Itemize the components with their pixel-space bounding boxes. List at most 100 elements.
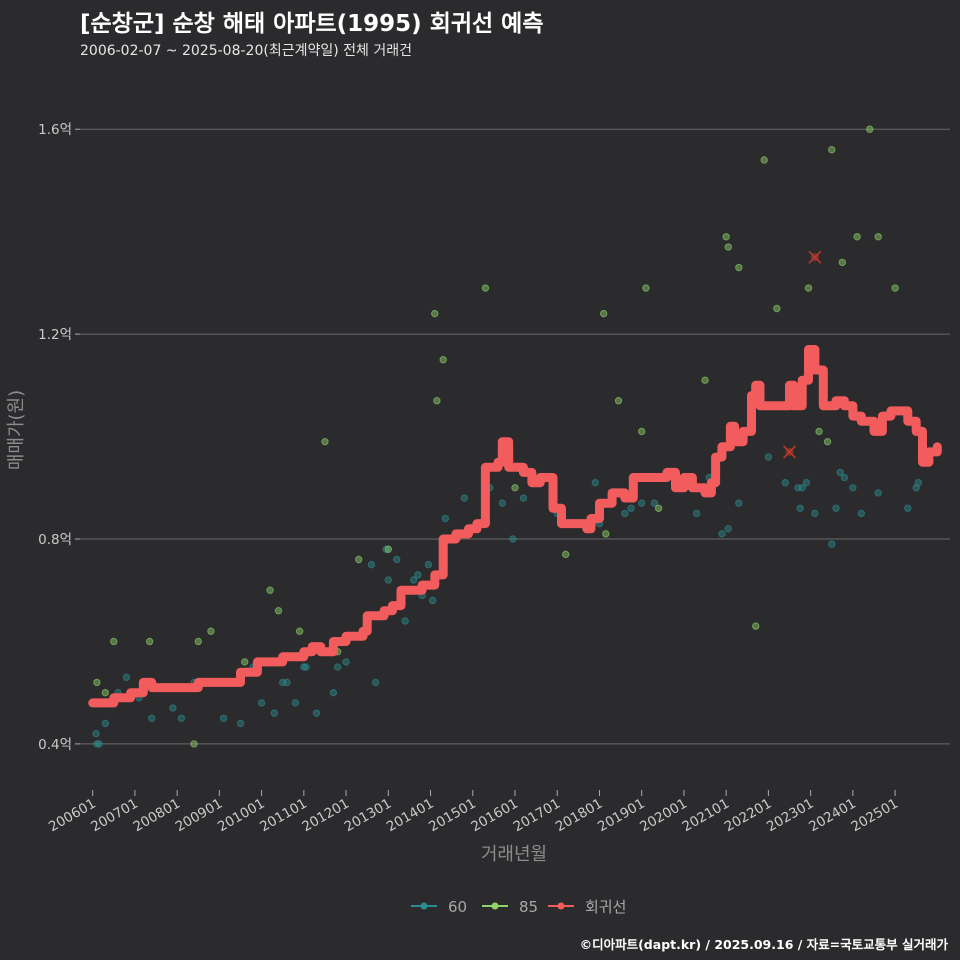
x-tick-label: 200601 xyxy=(46,796,99,836)
data-point-85 xyxy=(838,258,847,267)
legend-label: 85 xyxy=(519,898,538,916)
data-point-85 xyxy=(614,397,623,405)
data-point-85 xyxy=(853,233,861,241)
data-point-85 xyxy=(724,243,732,251)
x-tick-label: 200701 xyxy=(88,796,141,836)
data-point-85 xyxy=(722,233,730,241)
data-point-85 xyxy=(701,376,709,384)
data-point-60 xyxy=(857,509,866,518)
data-point-85 xyxy=(433,397,441,405)
source-caption: ©디아파트(dapt.kr) / 2025.09.16 / 자료=국토교통부 실… xyxy=(579,937,948,952)
data-point-60 xyxy=(735,499,743,507)
data-point-60 xyxy=(384,576,393,584)
regression-line xyxy=(88,345,942,708)
data-point-60 xyxy=(401,617,409,625)
data-point-60 xyxy=(257,699,266,707)
y-tick-label: 1.6억 xyxy=(38,122,72,138)
data-point-60 xyxy=(498,499,507,507)
data-point-85 xyxy=(599,309,608,318)
data-point-60 xyxy=(93,740,101,748)
x-tick-label: 201201 xyxy=(299,796,352,836)
data-point-85 xyxy=(752,622,760,630)
data-point-85 xyxy=(481,284,490,292)
data-point-85 xyxy=(101,688,110,697)
x-tick-label: 201701 xyxy=(511,796,564,836)
data-point-85 xyxy=(266,586,274,594)
data-point-85 xyxy=(384,545,393,553)
data-point-60 xyxy=(101,719,110,728)
x-tick-label: 202201 xyxy=(722,796,775,836)
data-point-60 xyxy=(692,509,701,518)
chart-title: [순창군] 순창 해태 아파트(1995) 회귀선 예측 xyxy=(80,11,544,37)
y-tick-label: 0.4억 xyxy=(38,737,72,753)
data-point-60 xyxy=(836,468,844,477)
data-point-85 xyxy=(891,284,899,292)
legend-swatch-dot xyxy=(420,902,428,910)
data-point-85 xyxy=(735,263,743,272)
outlier-cross-icon xyxy=(782,445,797,459)
data-point-60 xyxy=(764,453,773,461)
data-point-60 xyxy=(371,678,380,687)
data-point-60 xyxy=(270,709,278,717)
x-axis-ticks: 2006012007012008012009012010012011012012… xyxy=(46,790,901,835)
data-point-85 xyxy=(654,504,663,512)
data-point-85 xyxy=(773,304,781,313)
data-point-85 xyxy=(190,740,198,748)
data-point-60 xyxy=(509,535,517,543)
data-point-60 xyxy=(302,663,310,671)
data-point-85 xyxy=(815,427,823,436)
data-point-60 xyxy=(283,678,291,687)
outlier-markers xyxy=(782,250,822,459)
x-tick-label: 201101 xyxy=(257,796,310,836)
legend-label: 회귀선 xyxy=(585,898,626,916)
data-point-85 xyxy=(760,156,768,164)
data-point-60 xyxy=(621,509,629,518)
y-axis-title: 매매가(원) xyxy=(6,390,27,470)
legend-swatch-dot xyxy=(557,902,565,910)
legend-item-회귀선: 회귀선 xyxy=(548,898,626,916)
data-point-60 xyxy=(798,484,806,492)
data-point-60 xyxy=(291,699,300,707)
data-point-60 xyxy=(460,494,469,502)
data-point-60 xyxy=(428,596,437,605)
data-point-85 xyxy=(823,437,832,446)
data-point-85 xyxy=(561,550,570,559)
data-point-60 xyxy=(169,704,177,712)
data-point-60 xyxy=(627,504,635,512)
data-point-85 xyxy=(295,627,304,635)
x-tick-label: 201501 xyxy=(426,796,479,836)
data-point-85 xyxy=(431,309,439,318)
data-point-85 xyxy=(321,437,329,446)
data-point-85 xyxy=(145,637,154,646)
legend: 60 85 회귀선 xyxy=(411,898,626,916)
data-point-60 xyxy=(148,714,156,722)
data-point-85 xyxy=(207,627,215,635)
data-point-60 xyxy=(300,663,308,671)
y-tick-label: 0.8억 xyxy=(38,532,72,548)
legend-item-85: 85 xyxy=(482,898,538,916)
x-tick-label: 202001 xyxy=(637,796,690,836)
data-point-60 xyxy=(367,560,376,569)
data-point-85 xyxy=(194,637,202,646)
data-point-60 xyxy=(177,714,186,722)
x-tick-label: 201901 xyxy=(595,796,648,836)
data-point-85 xyxy=(637,427,646,436)
data-point-60 xyxy=(122,673,131,682)
scatter-points xyxy=(92,125,923,748)
data-point-60 xyxy=(382,545,390,553)
x-tick-label: 202501 xyxy=(848,796,901,836)
data-point-85 xyxy=(274,607,283,615)
data-point-85 xyxy=(93,678,101,687)
data-point-60 xyxy=(409,576,418,584)
data-point-60 xyxy=(874,489,882,497)
data-point-60 xyxy=(904,504,912,512)
data-point-85 xyxy=(355,555,363,564)
x-tick-label: 201801 xyxy=(553,796,606,836)
data-point-85 xyxy=(602,530,610,538)
data-point-60 xyxy=(236,719,245,728)
grid-lines xyxy=(80,128,950,745)
data-point-60 xyxy=(333,663,342,671)
x-tick-label: 202301 xyxy=(764,796,817,836)
data-point-60 xyxy=(718,530,726,538)
x-tick-label: 200901 xyxy=(173,796,226,836)
